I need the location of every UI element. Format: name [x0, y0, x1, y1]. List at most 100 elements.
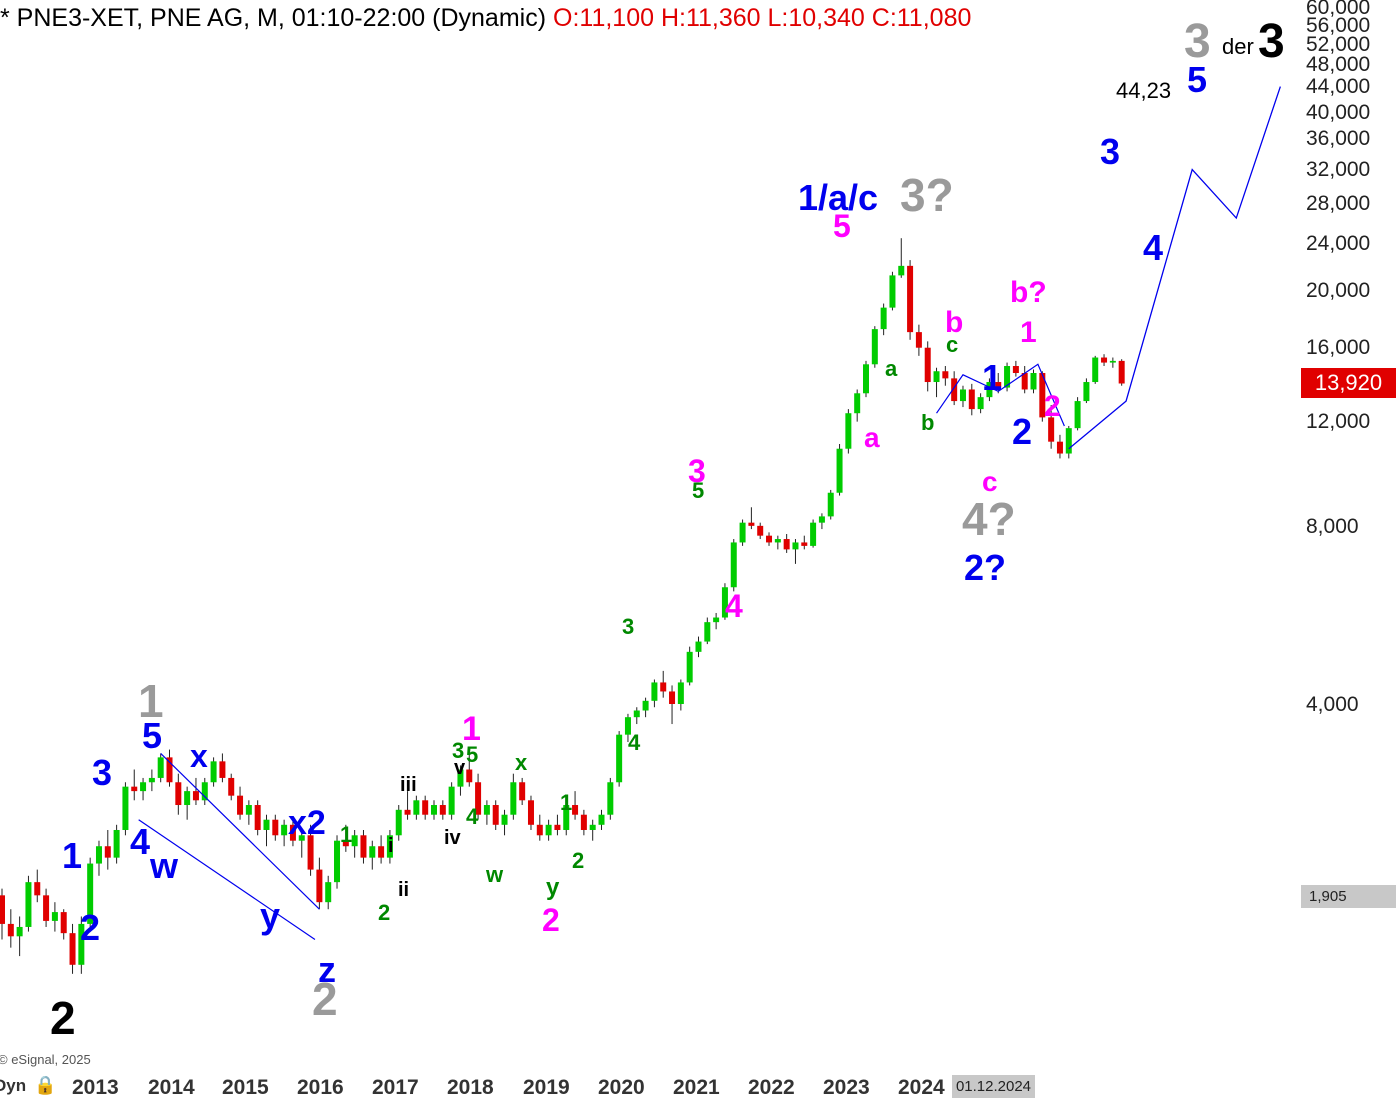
candle	[792, 539, 799, 564]
candle-body	[157, 757, 164, 778]
candle-body	[228, 777, 235, 796]
candle	[545, 819, 552, 841]
candle	[677, 679, 684, 711]
wave-label: 2	[572, 848, 585, 873]
wave-label: y	[546, 874, 560, 901]
wave-label: 3	[1100, 131, 1121, 172]
time-axis[interactable]	[0, 1074, 1396, 1098]
candle	[977, 393, 984, 414]
copyright-text: © eSignal, 2025	[0, 1052, 91, 1067]
candle	[122, 782, 129, 836]
price-tick: 12,000	[1306, 410, 1371, 433]
candle	[395, 805, 402, 841]
candle	[334, 835, 341, 889]
candle-body	[245, 805, 252, 815]
candle	[457, 765, 464, 796]
wave-label: 5	[1187, 59, 1208, 100]
candle	[942, 366, 949, 386]
candle-body	[1004, 366, 1011, 388]
candle	[1074, 397, 1081, 431]
candle-body	[422, 800, 429, 815]
candle-body	[748, 522, 755, 526]
candle-body	[889, 275, 896, 308]
candle-body	[589, 824, 596, 830]
candle-body	[210, 761, 217, 783]
candle-body	[810, 522, 817, 546]
year-tick: 2015	[222, 1076, 269, 1099]
candle-body	[16, 926, 23, 937]
candle-body	[713, 617, 720, 623]
candle	[175, 773, 182, 815]
candle	[624, 713, 631, 743]
candle	[298, 829, 305, 858]
candle	[1021, 366, 1028, 394]
candle-body	[730, 542, 737, 588]
candle	[104, 829, 111, 870]
lock-icon[interactable]: 🔒	[34, 1075, 57, 1095]
candle	[245, 800, 252, 825]
candle	[492, 800, 499, 830]
year-tick: 2023	[823, 1076, 870, 1099]
candle	[192, 777, 199, 806]
wave-label: 4	[725, 588, 743, 624]
wave-label: 2	[542, 902, 560, 938]
candle	[598, 809, 605, 830]
candle	[871, 326, 878, 368]
candle-body	[192, 791, 199, 801]
candle-body	[924, 347, 931, 383]
candle	[766, 532, 773, 546]
candle-body	[580, 814, 587, 830]
wave-label: 2	[80, 907, 101, 948]
dyn-label: Dyn	[0, 1076, 27, 1095]
candle-body	[1101, 357, 1108, 363]
wave-label: 1	[462, 710, 481, 748]
candle-body	[7, 923, 14, 937]
candle-body	[907, 265, 914, 333]
candle-body	[1083, 382, 1090, 402]
candle	[78, 916, 85, 974]
candle	[386, 829, 393, 864]
candle-body	[342, 840, 349, 847]
candle	[7, 909, 14, 948]
candle-body	[184, 791, 191, 806]
wave-label: 1	[62, 835, 83, 876]
candle	[801, 535, 808, 550]
candle-body	[369, 846, 376, 858]
candle	[483, 800, 490, 825]
wave-label: 1	[982, 357, 1003, 398]
price-tick: 52,000	[1306, 33, 1371, 56]
candle-body	[386, 835, 393, 858]
candle	[783, 534, 790, 553]
candle	[704, 617, 711, 645]
reference-price-badge: 1,905	[1301, 885, 1396, 908]
candle-body	[237, 795, 244, 815]
candle	[1056, 434, 1063, 459]
candle-body	[660, 682, 667, 692]
candle	[475, 773, 482, 820]
candle-body	[959, 389, 966, 402]
year-tick: 2017	[372, 1076, 419, 1099]
candle	[166, 749, 173, 787]
wave-label: x	[190, 738, 208, 774]
candle-body	[624, 717, 631, 735]
candle-body	[122, 786, 129, 830]
candle	[34, 869, 41, 903]
price-tick: 16,000	[1306, 336, 1371, 359]
candle-body	[140, 782, 147, 792]
candle	[201, 777, 208, 806]
candle-body	[307, 835, 314, 870]
candle	[157, 753, 164, 783]
candle	[25, 875, 32, 932]
price-tick: 20,000	[1306, 279, 1371, 302]
year-tick: 2024	[898, 1076, 945, 1099]
candle-body	[554, 824, 561, 830]
candle	[87, 857, 94, 932]
wave-label: 3	[452, 738, 465, 763]
candle-body	[1092, 357, 1099, 383]
candle-body	[166, 757, 173, 783]
candle-body	[334, 840, 341, 883]
candle-body	[25, 882, 32, 927]
wave-degree-label: 3	[1184, 15, 1211, 68]
candle-body	[774, 539, 781, 543]
